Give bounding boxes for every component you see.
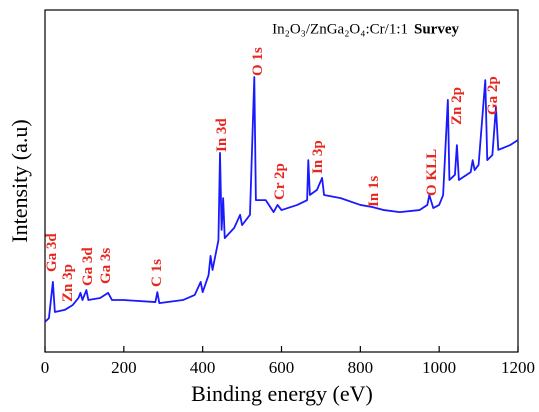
peak-label: In 3p — [310, 140, 326, 174]
legend-tag: Survey — [414, 21, 460, 37]
peak-label: Zn 2p — [449, 87, 465, 125]
peak-label: In 3d — [214, 118, 230, 152]
peak-label: Zn 3p — [60, 264, 76, 302]
y-axis-title: Intensity (a.u) — [7, 119, 32, 242]
x-tick-label: 800 — [348, 358, 374, 377]
x-axis-title: Binding energy (eV) — [191, 381, 373, 406]
x-tick-label: 0 — [41, 358, 50, 377]
spectrum-line — [44, 76, 519, 323]
peak-label: Cr 2p — [272, 163, 288, 200]
x-tick-label: 600 — [269, 358, 295, 377]
legend-text: In₂O₃/ZnGa₂O₄:Cr/1:1 — [272, 21, 408, 37]
x-tick-label: 1000 — [422, 358, 456, 377]
peak-label: Ga 2p — [485, 76, 501, 115]
peak-label: In 1s — [366, 176, 382, 207]
peak-label: C 1s — [149, 259, 165, 287]
peak-label: O KLL — [424, 149, 440, 196]
peak-label: Ga 3d — [44, 233, 60, 272]
peak-label: O 1s — [250, 47, 266, 76]
peak-label: Ga 3d — [80, 247, 96, 286]
x-tick-label: 1200 — [501, 358, 535, 377]
x-tick-label: 400 — [190, 358, 216, 377]
peak-label: Ga 3s — [98, 248, 114, 284]
x-tick-label: 200 — [111, 358, 137, 377]
